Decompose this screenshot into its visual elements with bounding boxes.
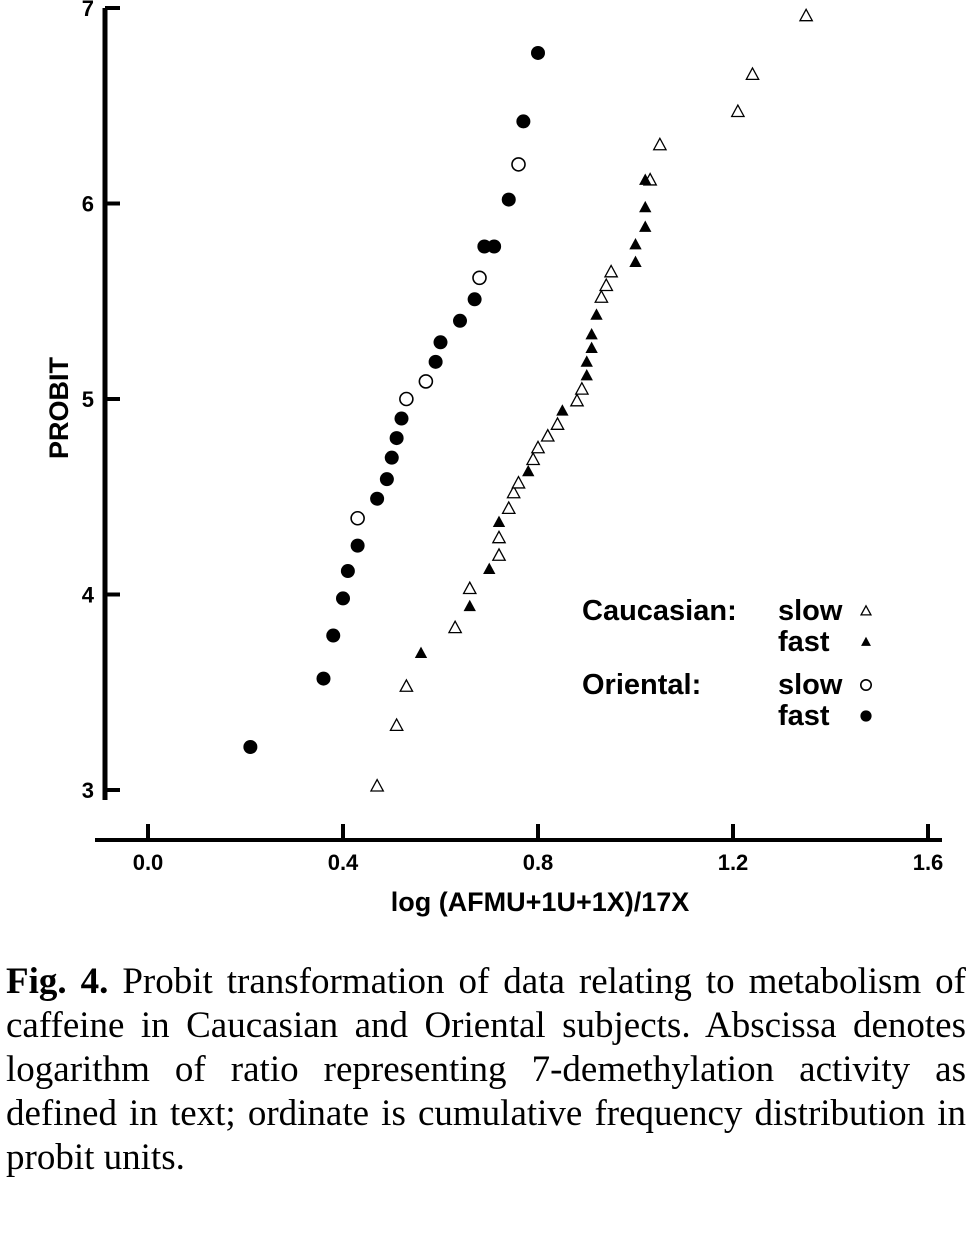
legend-marker-oriental-slow [859,678,872,691]
oriental-fast-point [316,671,331,686]
caucasian-slow-point [540,428,556,442]
oriental-fast-point [516,114,531,129]
caucasian-fast-point [639,173,652,185]
caucasian-slow-point [574,381,590,395]
oriental-slow-point [472,270,487,286]
x-tick-label: 0.4 [328,850,359,875]
y-tick-label: 4 [82,583,95,608]
oriental-fast-point [428,354,443,369]
caucasian-slow-point [369,778,385,792]
legend-entry-label: fast [778,626,830,658]
x-tick-label: 1.2 [718,850,749,875]
oriental-fast-point [467,292,482,307]
caucasian-fast-point [414,646,428,659]
oriental-fast-point [379,472,394,487]
caucasian-slow-point [745,66,760,80]
oriental-fast-point [453,313,467,328]
caucasian-fast-point [585,341,598,354]
legend-entry-label: fast [778,700,830,732]
figure-caption: Fig. 4. Probit transformation of data re… [6,960,966,1180]
caucasian-slow-point [506,484,521,499]
oriental-fast-point [336,591,350,606]
oriental-fast-point [384,450,399,465]
oriental-fast-point [501,192,516,207]
oriental-fast-point [531,45,545,60]
legend-group-label: Caucasian: [582,595,737,627]
oriental-fast-point [389,431,404,446]
legend-group-label: Oriental: [582,669,701,701]
oriental-fast-point [340,564,355,579]
oriental-slow-point [350,510,365,526]
caucasian-slow-point [389,717,404,732]
caucasian-slow-point [550,416,565,430]
oriental-slow-point [399,391,414,407]
probit-chart: PROBIT log (AFMU+1U+1X)/17X 3 4 5 6 7 0.0 0.4… [44,0,944,917]
y-tick-label: 5 [82,387,94,412]
y-ticks: 3 4 5 6 7 [82,0,120,803]
y-tick-label: 6 [82,192,94,217]
caucasian-fast-point [629,255,642,268]
caucasian-fast-point [639,200,652,213]
oriental-fast-point [243,739,258,754]
caucasian-fast-point [639,220,652,232]
caption-label: Fig. 4. [6,961,109,1002]
caucasian-slow-point [798,7,814,22]
y-tick-label: 3 [82,778,94,803]
oriental-slow-point [418,374,434,389]
caucasian-slow-point [598,277,614,292]
data-points [243,7,814,792]
legend-entry-label: slow [778,595,843,627]
oriental-fast-point [433,335,448,350]
caucasian-slow-point [530,440,546,454]
caucasian-slow-point [491,547,507,561]
caucasian-fast-point [483,562,496,574]
legend-marker-caucasian-slow [859,604,873,616]
caucasian-fast-point [580,355,593,367]
legend-marker-caucasian-fast [861,636,871,646]
caucasian-fast-point [590,308,603,320]
caucasian-fast-point [580,369,593,381]
caucasian-slow-point [511,475,526,489]
caucasian-fast-point [492,515,506,528]
y-tick-label: 7 [82,0,94,21]
caucasian-slow-point [603,264,619,278]
x-axis-title: log (AFMU+1U+1X)/17X [391,887,690,917]
y-axis-title: PROBIT [44,356,74,459]
caucasian-slow-point [569,393,585,407]
caucasian-slow-point [730,103,746,118]
legend-entry-label: slow [778,669,843,701]
oriental-fast-point [487,239,502,254]
x-tick-label: 0.8 [523,850,554,875]
oriental-fast-point [394,411,409,426]
caucasian-fast-point [463,599,476,612]
caucasian-slow-point [462,580,478,595]
x-tick-label: 1.6 [913,850,944,875]
caucasian-slow-point [525,451,541,466]
x-tick-label: 0.0 [133,850,164,875]
oriental-slow-point [511,157,526,172]
caucasian-slow-point [399,678,414,692]
oriental-fast-point [477,239,492,254]
caption-text: Probit transformation of data relating t… [6,961,967,1178]
caucasian-slow-point [652,136,668,151]
caucasian-slow-point [447,619,463,634]
caucasian-slow-point [491,529,507,544]
caucasian-fast-point [522,464,535,477]
caucasian-fast-point [585,327,598,340]
x-ticks: 0.0 0.4 0.8 1.2 1.6 [133,824,944,875]
caucasian-fast-point [629,238,642,250]
caucasian-slow-point [594,289,609,303]
caucasian-slow-point [501,500,517,515]
oriental-fast-point [326,628,341,643]
oriental-fast-point [350,538,365,553]
caucasian-fast-point [556,404,569,416]
legend-marker-oriental-fast [860,710,872,722]
oriental-fast-point [370,491,385,506]
